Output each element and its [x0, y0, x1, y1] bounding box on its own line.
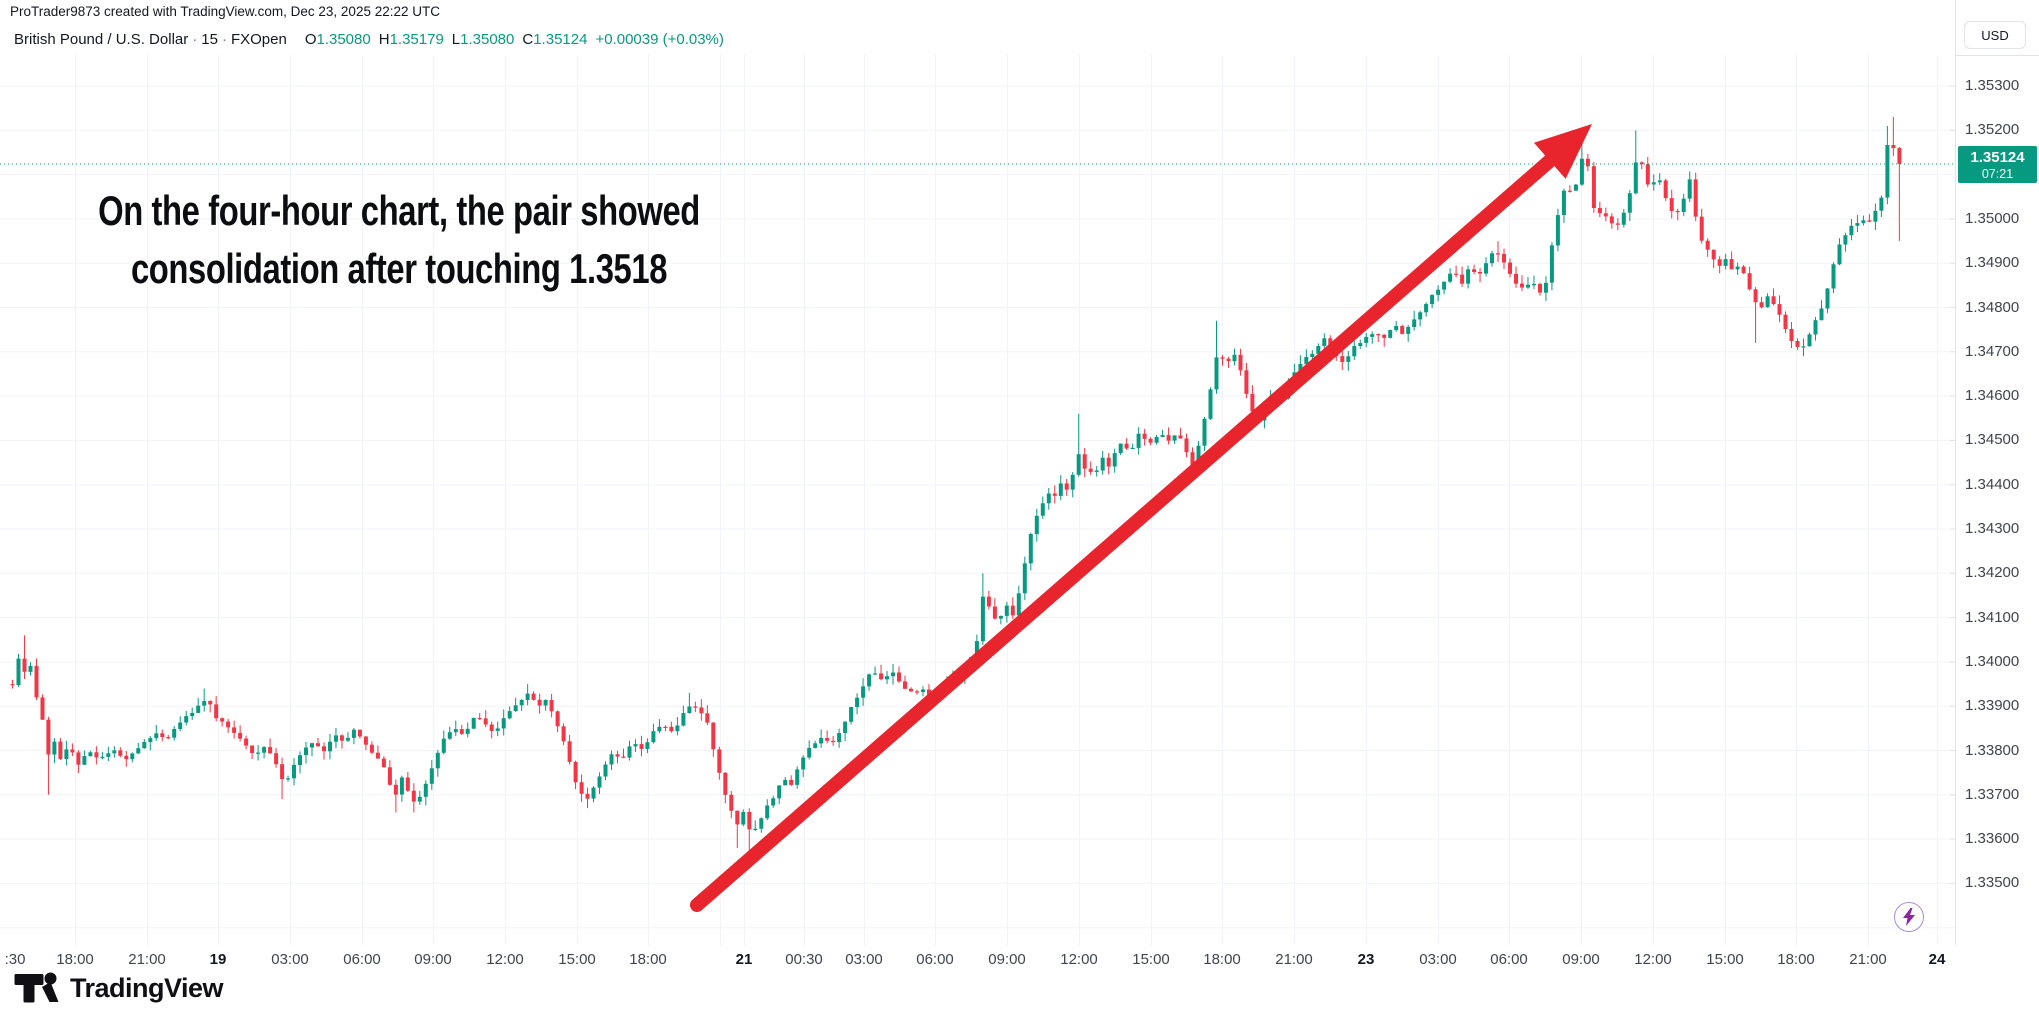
time-tick-label: 06:00: [916, 951, 954, 968]
annotation-line-1: On the four-hour chart, the pair showed: [98, 187, 700, 234]
time-tick-label: 09:00: [988, 951, 1026, 968]
price-tick-label: 1.33900: [1965, 697, 2020, 715]
price-tick-label: 1.35200: [1965, 121, 2020, 139]
chart-attribution: ProTrader9873 created with TradingView.c…: [10, 4, 440, 19]
last-price-badge: 1.35124 07:21: [1958, 146, 2037, 183]
price-tick-label: 1.34700: [1965, 342, 2020, 360]
time-tick-label: 06:00: [343, 951, 381, 968]
time-tick-label: 15:00: [1706, 951, 1744, 968]
price-tick-label: 1.34500: [1965, 431, 2020, 449]
price-tick-label: 1.33700: [1965, 785, 2020, 803]
price-tick-label: 1.34100: [1965, 608, 2020, 626]
time-tick-label: 18:00: [629, 951, 667, 968]
time-tick-label: 09:00: [1562, 951, 1600, 968]
bar-countdown: 07:21: [1981, 167, 2014, 181]
time-tick-label: 21:00: [1849, 951, 1887, 968]
time-tick-label: 18:00: [56, 951, 94, 968]
time-tick-label: :30: [4, 951, 26, 968]
separator-dot: ·: [221, 31, 227, 48]
price-tick-label: 1.35300: [1965, 77, 2020, 94]
price-tick-label: 1.34000: [1965, 652, 2020, 670]
price-tick-label: 1.34800: [1965, 298, 2020, 316]
time-tick-label: 21: [735, 951, 753, 968]
trend-arrow-drawing[interactable]: [690, 124, 1592, 912]
tradingview-logo[interactable]: TradingView: [14, 970, 224, 1006]
axis-separators: [0, 0, 2039, 946]
price-tick-label: 1.34600: [1965, 387, 2020, 405]
last-price-value: 1.35124: [1970, 149, 2025, 166]
time-tick-label: 06:00: [1490, 951, 1528, 968]
time-tick-label: 09:00: [414, 951, 452, 968]
annotation-line-2: consolidation after touching 1.3518: [130, 245, 668, 292]
lightning-icon: [1903, 908, 1915, 926]
lightning-trade-button[interactable]: [1894, 902, 1924, 932]
exchange-label: FXOpen: [230, 31, 287, 48]
price-tick-label: 1.34200: [1965, 564, 2020, 582]
separator-dot: ·: [192, 31, 198, 48]
time-tick-label: 21:00: [1275, 951, 1313, 968]
time-tick-label: 12:00: [486, 951, 524, 968]
time-tick-label: 03:00: [271, 951, 309, 968]
ohlc-values: O1.35080 H1.35179 L1.35080 C1.35124 +0.00039…: [304, 31, 724, 48]
tradingview-wordmark: TradingView: [70, 972, 224, 1003]
symbol-header[interactable]: British Pound / U.S. Dollar · 15 · FXOpen O1.…: [14, 31, 724, 48]
time-tick-label: 03:00: [845, 951, 883, 968]
price-tick-label: 1.34900: [1965, 254, 2020, 272]
time-tick-label: 19: [209, 951, 227, 968]
price-tick-label: 1.33500: [1965, 874, 2020, 892]
time-tick-label: 24: [1928, 951, 1946, 968]
chart-annotation-text: On the four-hour chart, the pair showed …: [48, 182, 750, 298]
time-tick-label: 00:30: [785, 951, 823, 968]
price-tick-label: 1.33800: [1965, 741, 2020, 759]
price-change: +0.00039 (+0.03%): [595, 31, 724, 48]
time-tick-label: 23: [1357, 951, 1375, 968]
symbol-name: British Pound / U.S. Dollar: [14, 31, 189, 48]
time-tick-label: 21:00: [128, 951, 166, 968]
time-tick-label: 12:00: [1634, 951, 1672, 968]
price-tick-label: 1.34400: [1965, 475, 2020, 493]
time-tick-label: 18:00: [1203, 951, 1241, 968]
time-tick-label: 15:00: [558, 951, 596, 968]
price-tick-label: 1.34300: [1965, 520, 2020, 537]
currency-toggle-button[interactable]: USD: [1964, 21, 2026, 49]
time-tick-label: 15:00: [1132, 951, 1170, 968]
time-axis[interactable]: :30 18:00 21:00 19 03:00 06:00 09:00 12:00 15:00…: [0, 945, 2039, 977]
price-tick-label: 1.33600: [1965, 830, 2020, 848]
time-tick-label: 03:00: [1419, 951, 1457, 968]
interval-label: 15: [201, 31, 218, 48]
price-axis[interactable]: USD 1.35300 1.35200 1.35000 1.34900 1.34800 1…: [1956, 0, 2039, 945]
price-tick-label: 1.35000: [1965, 209, 2020, 227]
time-tick-label: 18:00: [1777, 951, 1815, 968]
time-tick-label: 12:00: [1060, 951, 1098, 968]
tradingview-logo-icon: [14, 972, 59, 1003]
